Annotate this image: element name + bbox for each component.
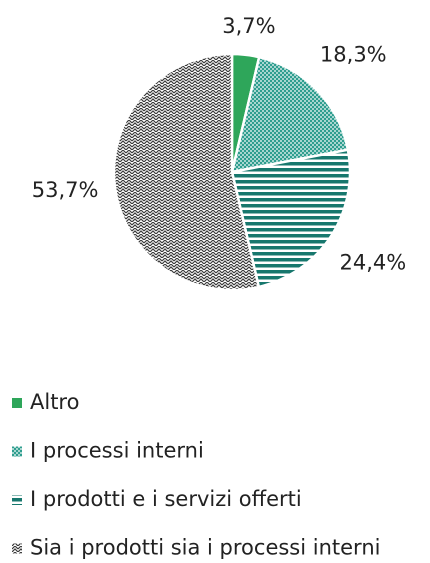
legend-label: Altro: [30, 390, 79, 414]
pie-slice: [112, 52, 261, 292]
legend-label: I processi interni: [30, 439, 204, 463]
legend-swatch: [12, 495, 22, 505]
legend-label: Sia i prodotti sia i processi interni: [30, 536, 380, 560]
legend-swatch: [12, 446, 22, 457]
legend-label: I prodotti e i servizi offerti: [30, 487, 302, 511]
data-label: 3,7%: [222, 14, 275, 38]
data-label: 24,4%: [340, 250, 407, 274]
pie-slice: [230, 55, 350, 174]
data-label: 18,3%: [320, 43, 387, 67]
legend-swatch: [12, 398, 22, 408]
pie-slice: [230, 148, 352, 289]
legend-swatch: [12, 543, 22, 554]
legend: Altro I processi interni I prodotti e i se…: [12, 390, 380, 560]
pie: 3,7% 18,3% 24,4% 53,7%: [32, 14, 407, 292]
data-label: 53,7%: [32, 178, 99, 202]
